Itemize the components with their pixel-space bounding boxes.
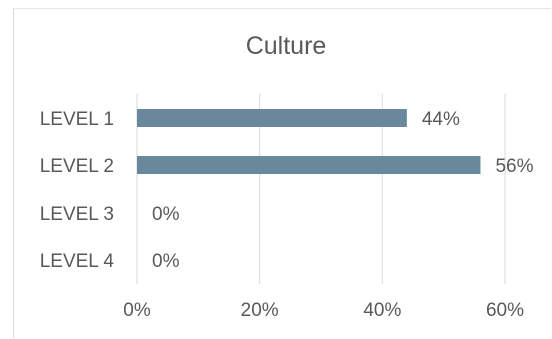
chart-frame xyxy=(13,8,551,338)
category-label: LEVEL 1 xyxy=(40,109,114,130)
bar xyxy=(137,156,481,174)
data-labels: 44% 56% 0% 0% xyxy=(152,109,534,272)
x-tick-label: 40% xyxy=(363,300,401,321)
x-tick-label: 0% xyxy=(123,300,151,321)
x-tick-label: 20% xyxy=(241,300,279,321)
data-label: 0% xyxy=(152,251,180,272)
category-label: LEVEL 2 xyxy=(40,156,114,177)
category-labels: LEVEL 1 LEVEL 2 LEVEL 3 LEVEL 4 xyxy=(40,109,115,272)
data-label: 56% xyxy=(495,156,533,177)
bars xyxy=(137,109,481,174)
data-label: 0% xyxy=(152,204,180,225)
data-label: 44% xyxy=(422,109,460,130)
x-tick-label: 60% xyxy=(486,300,524,321)
category-label: LEVEL 3 xyxy=(40,204,114,225)
category-label: LEVEL 4 xyxy=(40,251,115,272)
chart-title: Culture xyxy=(246,32,327,60)
x-tick-labels: 0% 20% 40% 60% xyxy=(123,300,524,321)
bar xyxy=(137,109,407,127)
